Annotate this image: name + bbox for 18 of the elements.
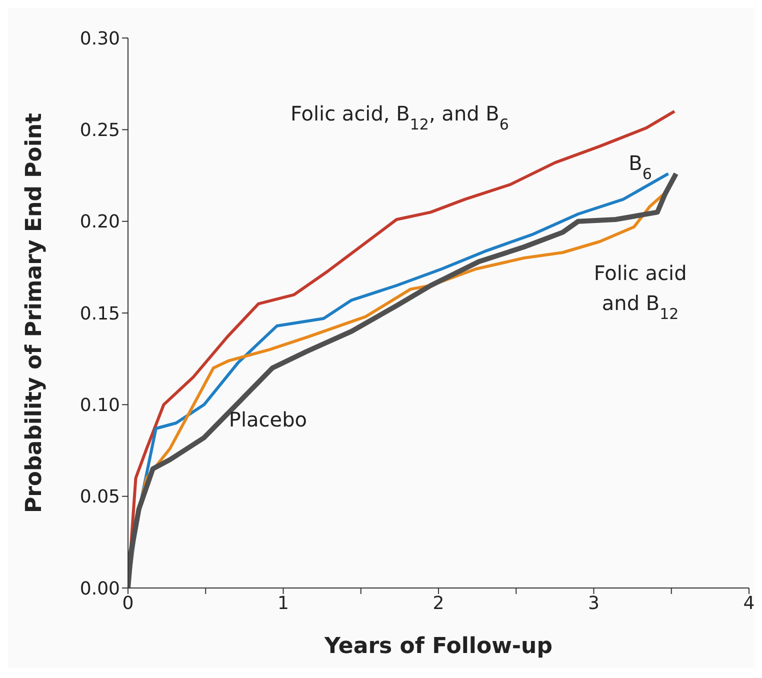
y-tick-label: 0.00	[80, 578, 120, 600]
x-tick-label: 4	[743, 592, 755, 614]
y-tick-label: 0.05	[80, 486, 120, 508]
series-label: Placebo	[228, 408, 308, 432]
series-label: Folic acid and B$_{12}$	[594, 261, 687, 323]
y-tick-label: 0.20	[80, 212, 120, 233]
x-tick-label: 0	[122, 592, 134, 614]
y-axis-title: Probability of Primary End Point	[22, 112, 47, 514]
x-axis-title: Years of Follow-up	[324, 634, 552, 659]
y-tick-label: 0.25	[80, 120, 120, 142]
x-tick-label: 2	[432, 592, 444, 614]
y-tick-label: 0.30	[80, 28, 120, 50]
x-tick-label: 1	[278, 592, 289, 614]
y-tick-label: 0.10	[80, 395, 120, 416]
y-tick-label: 0.15	[80, 303, 120, 324]
text: Folic acid, B$_{12}$, and B$_{6}$	[290, 102, 509, 134]
series-label: B$_{6}$	[628, 151, 652, 183]
x-tick-label: 3	[588, 592, 600, 614]
